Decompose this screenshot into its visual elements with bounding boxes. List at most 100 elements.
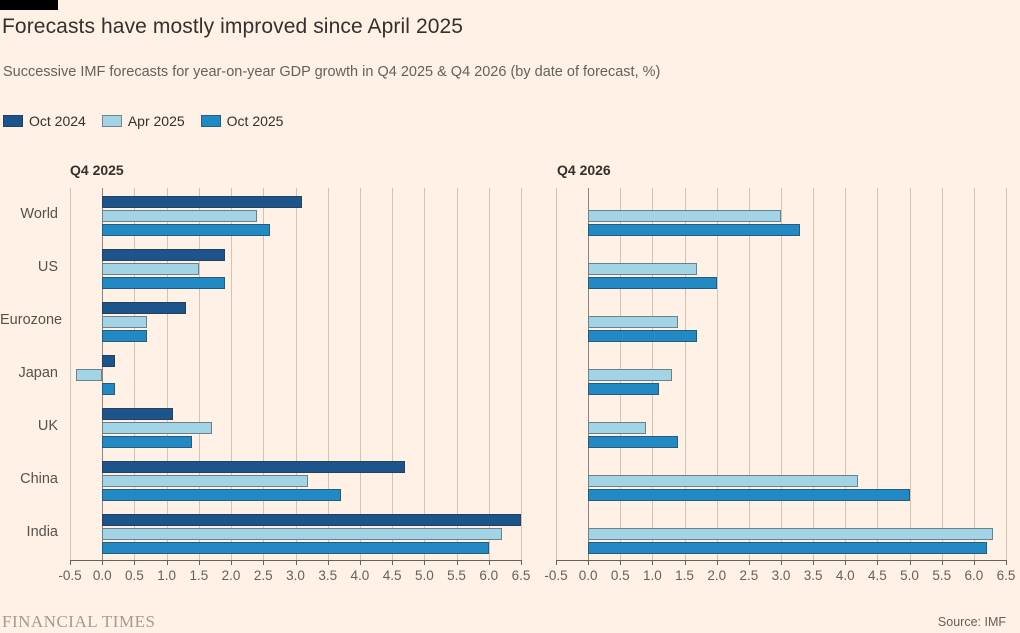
x-axis-tick-label: 5.0 [414,568,434,583]
x-axis-tick-label: 3.5 [318,568,338,583]
x-axis-tick [1006,560,1007,565]
x-axis-tick [70,560,71,565]
bar-q42025-india-oct2024 [102,514,521,527]
gridline [295,188,297,560]
gridline [488,188,490,560]
x-axis-tick [102,560,104,565]
bar-q42026-eurozone-apr2025 [588,315,679,328]
bar-q42025-eurozone-oct2025 [102,329,148,342]
x-axis-tick-label: -0.5 [544,568,568,583]
gridline [748,188,750,560]
x-axis-tick-label: 1.5 [675,568,694,583]
gridline [813,188,815,560]
x-axis-tick-label: 6.0 [964,568,984,583]
x-axis-tick [845,560,847,565]
x-axis-tick [684,560,686,565]
x-axis-tick-label: 2.0 [221,568,241,583]
x-axis-tick-label: 0.5 [610,568,630,583]
x-axis-tick-label: 6.5 [996,568,1016,583]
x-axis-tick [488,560,490,565]
x-axis-tick [392,560,394,565]
x-axis-tick-label: 6.5 [511,568,531,583]
gridline [231,188,233,560]
x-axis-tick-label: 6.0 [479,568,499,583]
gridline [521,188,522,560]
bar-q42026-india-oct2025 [588,542,987,555]
legend-label: Apr 2025 [127,113,185,129]
bar-q42025-japan-oct2024 [102,354,116,367]
ft-logo: FINANCIAL TIMES [2,612,156,631]
x-axis-tick-label: 2.5 [739,568,759,583]
x-axis-tick-label: -0.5 [58,568,82,583]
x-axis-tick [620,560,622,565]
x-axis-tick [198,560,200,565]
category-label-us: US [37,258,58,275]
x-axis-tick-label: 4.0 [835,568,855,583]
category-label-eurozone: Eurozone [0,311,63,328]
bar-q42026-world-apr2025 [588,209,781,222]
gridline [134,188,136,560]
x-axis-tick [716,560,718,565]
zero-gridline [102,188,104,560]
x-axis-tick-label: 5.5 [932,568,952,583]
bar-q42025-eurozone-apr2025 [102,315,148,328]
gridline [973,188,975,560]
gridline [909,188,911,560]
gridline [359,188,361,560]
x-axis-tick [424,560,426,565]
bar-q42025-china-oct2025 [102,489,341,502]
x-axis-tick [973,560,975,565]
gridline [456,188,458,560]
gridline [877,188,879,560]
x-axis-tick-label: 4.0 [350,568,370,583]
x-axis-tick-label: 1.5 [189,568,209,583]
bar-q42025-world-oct2025 [102,223,270,236]
bar-q42025-eurozone-oct2024 [102,301,186,314]
bar-q42026-us-oct2025 [588,276,717,289]
chart-title: Forecasts have mostly improved since Apr… [2,15,464,38]
ft-accent-bar [0,0,58,10]
bar-q42025-india-apr2025 [102,528,502,541]
x-axis-tick [813,560,815,565]
legend-item-oct-2025: Oct 2025 [200,113,283,129]
x-axis-tick [748,560,750,565]
category-label-uk: UK [37,418,58,435]
gridline [556,188,557,560]
x-axis-tick-label: 3.0 [286,568,305,583]
bar-q42026-world-oct2025 [588,223,801,236]
x-axis-tick-label: 0.0 [578,568,598,583]
gridline [941,188,943,560]
x-axis-tick-label: 0.5 [125,568,144,583]
legend-label: Oct 2024 [29,113,86,129]
x-axis-tick [327,560,329,565]
bar-q42026-uk-apr2025 [588,422,646,435]
x-axis-tick-label: 4.5 [868,568,887,583]
gridline [1006,188,1007,560]
panel-title-q4-2026: Q4 2026 [557,162,611,178]
legend-swatch-oct-2025 [200,115,221,127]
chart-subtitle: Successive IMF forecasts for year-on-yea… [3,64,661,80]
x-axis-tick-label: 0.0 [92,568,112,583]
bar-q42025-uk-apr2025 [102,422,212,435]
legend-swatch-apr-2025 [101,115,122,127]
gridline [424,188,426,560]
panel-title-q4-2025: Q4 2025 [70,162,124,178]
x-axis-tick [359,560,361,565]
legend-item-apr-2025: Apr 2025 [101,113,185,129]
bar-q42026-india-apr2025 [588,528,994,541]
gridline [716,188,718,560]
x-axis-tick [263,560,265,565]
x-axis-tick [456,560,458,565]
gridline [781,188,782,560]
bar-q42026-japan-apr2025 [588,368,672,381]
x-axis-tick-label: 3.5 [803,568,823,583]
x-axis-tick [877,560,879,565]
legend-item-oct-2024: Oct 2024 [3,113,86,129]
gridline [392,188,394,560]
bar-q42025-china-oct2024 [102,461,406,474]
x-axis-tick-label: 2.5 [253,568,273,583]
x-axis-tick-label: 2.0 [707,568,727,583]
x-axis-tick [909,560,911,565]
bar-q42026-china-apr2025 [588,475,859,488]
